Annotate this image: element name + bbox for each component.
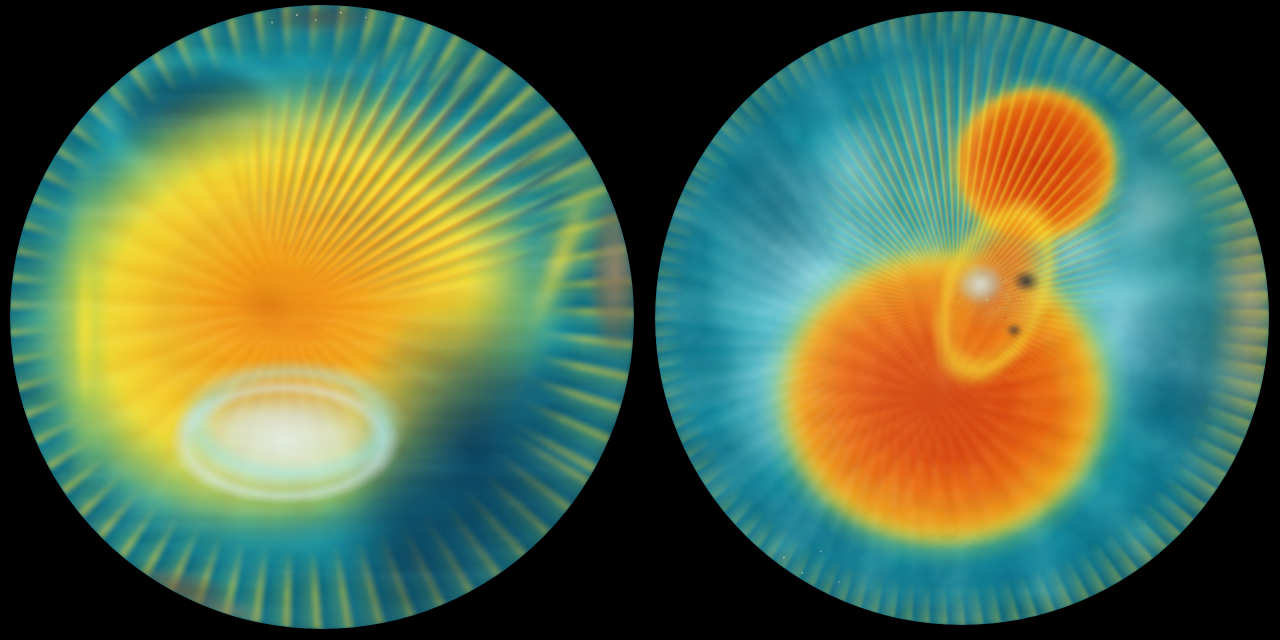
globe-left-label: Southern (10, 5, 11, 6)
northern-hemisphere-globe: Northern (655, 11, 1269, 625)
right-coastline-texture (655, 11, 1269, 625)
southern-hemisphere-globe: Southern (10, 5, 634, 629)
left-fine-streak-texture (10, 5, 634, 629)
globe-right-label: Northern (655, 11, 656, 12)
